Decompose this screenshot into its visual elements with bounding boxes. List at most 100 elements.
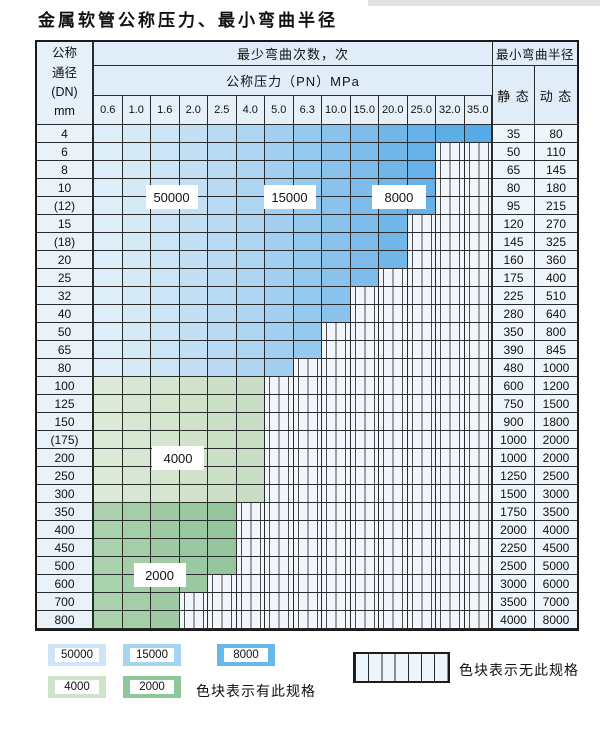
spec-cell — [322, 233, 351, 251]
no-spec-cell — [265, 575, 294, 593]
spec-cell — [151, 341, 180, 359]
spec-cell — [179, 503, 208, 521]
no-spec-cell — [350, 503, 379, 521]
spec-cell — [208, 557, 237, 575]
spec-cell — [151, 269, 180, 287]
dn-cell: (12) — [37, 197, 94, 215]
spec-cell — [94, 359, 123, 377]
spec-cell — [122, 521, 151, 539]
dn-cell: 700 — [37, 593, 94, 611]
spec-cell — [151, 377, 180, 395]
spec-cell — [151, 539, 180, 557]
static-value-cell: 1500 — [493, 485, 535, 503]
dn-cell: 80 — [37, 359, 94, 377]
spec-cell — [208, 521, 237, 539]
spec-cell — [350, 215, 379, 233]
spec-cell — [122, 611, 151, 629]
spec-cell — [122, 431, 151, 449]
no-spec-cell — [436, 467, 465, 485]
no-spec-cell — [464, 341, 493, 359]
dynamic-value-cell: 400 — [535, 269, 577, 287]
zone-label-4000: 4000 — [153, 447, 204, 469]
dn-cell: 65 — [37, 341, 94, 359]
spec-cell — [236, 143, 265, 161]
spec-cell — [464, 125, 493, 143]
dynamic-value-cell: 4500 — [535, 539, 577, 557]
spec-cell — [179, 143, 208, 161]
no-spec-cell — [407, 395, 436, 413]
no-spec-cell — [436, 233, 465, 251]
spec-cell — [122, 161, 151, 179]
spec-cell — [122, 413, 151, 431]
spec-cell — [94, 503, 123, 521]
no-spec-cell — [179, 611, 208, 629]
no-spec-cell — [436, 341, 465, 359]
spec-cell — [236, 485, 265, 503]
dn-cell: 4 — [37, 125, 94, 143]
spec-cell — [265, 269, 294, 287]
no-spec-cell — [293, 539, 322, 557]
spec-cell — [179, 575, 208, 593]
no-spec-cell — [464, 467, 493, 485]
no-spec-cell — [436, 611, 465, 629]
no-spec-cell — [464, 359, 493, 377]
zone-label-8000: 8000 — [372, 186, 425, 208]
spec-cell — [94, 485, 123, 503]
no-spec-cell — [322, 557, 351, 575]
spec-cell — [293, 251, 322, 269]
no-spec-cell — [407, 287, 436, 305]
spec-cell — [179, 125, 208, 143]
spec-cell — [322, 215, 351, 233]
spec-cell — [122, 503, 151, 521]
static-value-cell: 900 — [493, 413, 535, 431]
no-spec-cell — [436, 251, 465, 269]
spec-cell — [293, 125, 322, 143]
spec-cell — [94, 233, 123, 251]
dn-cell: 800 — [37, 611, 94, 629]
spec-cell — [322, 269, 351, 287]
spec-cell — [151, 161, 180, 179]
no-spec-cell — [379, 359, 408, 377]
static-value-cell: 95 — [493, 197, 535, 215]
no-spec-cell — [436, 287, 465, 305]
spec-cell — [94, 287, 123, 305]
spec-cell — [179, 341, 208, 359]
spec-cell — [236, 377, 265, 395]
dynamic-value-cell: 3000 — [535, 485, 577, 503]
spec-cell — [151, 593, 180, 611]
spec-cell — [208, 539, 237, 557]
no-spec-cell — [350, 539, 379, 557]
spec-cell — [236, 449, 265, 467]
no-spec-cell — [322, 449, 351, 467]
spec-cell — [179, 521, 208, 539]
no-spec-cell — [265, 503, 294, 521]
spec-cell — [293, 161, 322, 179]
no-spec-cell — [464, 449, 493, 467]
spec-cell — [151, 143, 180, 161]
spec-cell — [94, 305, 123, 323]
spec-cell — [151, 287, 180, 305]
static-value-cell: 480 — [493, 359, 535, 377]
spec-cell — [236, 215, 265, 233]
legend-swatch-label: 15000 — [130, 648, 174, 662]
dynamic-value-cell: 2000 — [535, 431, 577, 449]
no-spec-cell — [436, 143, 465, 161]
no-spec-cell — [436, 359, 465, 377]
no-spec-cell — [464, 305, 493, 323]
no-spec-cell — [436, 575, 465, 593]
spec-cell — [179, 359, 208, 377]
no-spec-cell — [322, 359, 351, 377]
dn-cell: 32 — [37, 287, 94, 305]
spec-cell — [94, 377, 123, 395]
static-value-cell: 175 — [493, 269, 535, 287]
pressure-col-header: 5.0 — [265, 96, 294, 125]
no-spec-cell — [322, 341, 351, 359]
dynamic-value-cell: 5000 — [535, 557, 577, 575]
dynamic-column-header: 动 态 — [535, 66, 577, 125]
dn-cell: 100 — [37, 377, 94, 395]
no-spec-cell — [379, 485, 408, 503]
spec-cell — [236, 197, 265, 215]
spec-cell — [208, 431, 237, 449]
spec-cell — [350, 269, 379, 287]
no-spec-cell — [464, 413, 493, 431]
